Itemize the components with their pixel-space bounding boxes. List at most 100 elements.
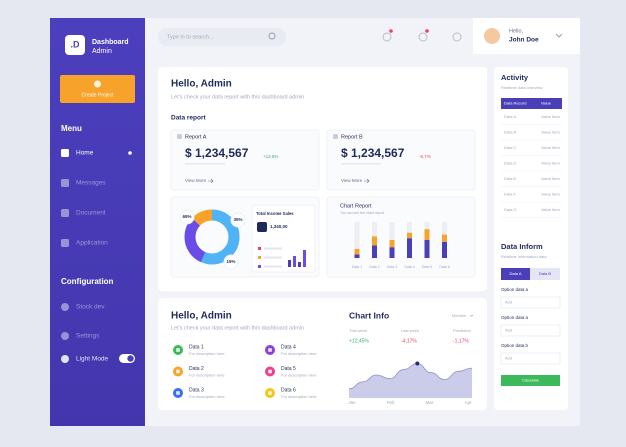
income-icon [257,222,267,232]
badge [425,29,429,33]
settings-icon[interactable] [452,32,462,42]
menu-item[interactable]: Document [76,210,106,217]
column-header: Data Record [504,101,526,106]
menu-item[interactable]: Application [76,240,108,247]
panel-subtitle: Realtime data overview [501,85,543,90]
donut-label-bubble [179,209,195,225]
x-tick-label: Data 5 [422,265,432,269]
table-cell: Data E [504,176,517,181]
menu-item[interactable]: Messages [76,180,106,187]
legend-dot [258,265,261,268]
stat-value: +12,45% [349,338,369,344]
menu-item[interactable]: Light Mode [76,356,109,363]
bar-segment [424,229,430,240]
report-name: Report B [341,134,363,140]
table-cell: Data F [504,192,517,197]
report-change: -5.7% [419,154,431,159]
area [349,363,472,398]
menu-icon[interactable] [61,179,69,187]
mini-bar [293,256,296,267]
menu-icon[interactable] [61,209,69,217]
menu-icon[interactable] [61,303,69,311]
menu-item[interactable]: Settings [76,333,100,340]
chart-title: Chart Report [340,203,372,209]
link-arrow [208,178,214,184]
item-desc: For description here [189,373,225,378]
item-desc: For description here [189,394,225,399]
tab-active[interactable] [501,268,530,280]
input-placeholder[interactable]: Add [505,328,512,333]
search-box[interactable] [158,28,286,46]
bar-segment [442,234,447,242]
table-cell: Value Item [541,192,560,197]
logo-box [65,35,85,55]
legend-line [264,247,282,250]
active-dot [128,151,132,155]
chat-icon[interactable] [382,32,392,42]
item-glyph [176,348,180,352]
button-label[interactable]: Calculate [522,378,539,383]
badge [389,29,393,33]
area-line [348,363,473,390]
table-cell: Value Item [541,161,560,166]
stat-value: -1,17% [453,338,469,344]
donut-label: 15% [226,259,235,264]
tab-label[interactable]: Data B [539,271,552,276]
item-name: Data 6 [281,387,296,393]
section-title: Menu [61,124,82,133]
legend-line [264,256,282,259]
bar-track [354,222,360,258]
search-placeholder[interactable]: Type in to search... [167,34,214,40]
menu-item[interactable]: Home [76,150,94,157]
menu-icon[interactable] [61,149,69,157]
income-title: Total Income Sales [256,211,294,216]
view-more-link[interactable]: View More [341,178,363,183]
section-title: Configuration [61,277,114,286]
report-icon [177,134,182,139]
calculate-button[interactable] [501,375,560,386]
bar-segment [442,241,447,258]
item-glyph [268,369,272,374]
report-change: +12.5% [263,154,278,159]
menu-item[interactable]: Stock dev [76,304,105,311]
card-title: Hello, Admin [171,311,232,322]
filter[interactable]: Member [452,313,467,318]
bell-icon[interactable] [418,32,428,42]
field-label: Option data a [501,315,529,320]
dropdown-arrow[interactable] [555,33,563,38]
input[interactable] [500,296,561,309]
logo: .D [71,39,81,49]
plus-icon [94,80,101,88]
report-name: Report A [185,134,207,140]
field-label: Option data a [501,287,529,292]
input-placeholder[interactable]: Add [505,356,512,361]
input[interactable] [500,352,561,365]
donut-segment [184,209,240,265]
input-placeholder[interactable]: Add [505,300,512,305]
menu-icon[interactable] [61,355,69,363]
item-desc: For description here [281,351,317,356]
item-glyph [176,391,180,395]
section-title: Data report [171,115,207,122]
item-name: Data 2 [189,366,204,372]
view-more-link[interactable]: View More [185,178,207,183]
x-tick-label: Mar [426,400,434,405]
donut-label-bubble [223,254,239,270]
link-arrow [364,178,370,184]
chart-report-card [326,196,476,278]
legend-dot [258,256,261,259]
stat-label: Last week [401,328,419,333]
input[interactable] [500,324,561,337]
create-button[interactable] [60,75,135,103]
tab-label[interactable]: Data A [509,271,521,276]
legend-dot [258,247,261,250]
item-desc: For description here [189,351,225,356]
tab[interactable] [530,268,560,280]
button-label[interactable]: Create Project [82,92,115,98]
menu-icon[interactable] [61,239,69,247]
table-cell: Value Item [541,114,560,119]
menu-icon[interactable] [61,332,69,340]
bar-segment [354,249,360,255]
search-icon[interactable] [268,32,276,40]
item-name: Data 3 [189,387,204,393]
